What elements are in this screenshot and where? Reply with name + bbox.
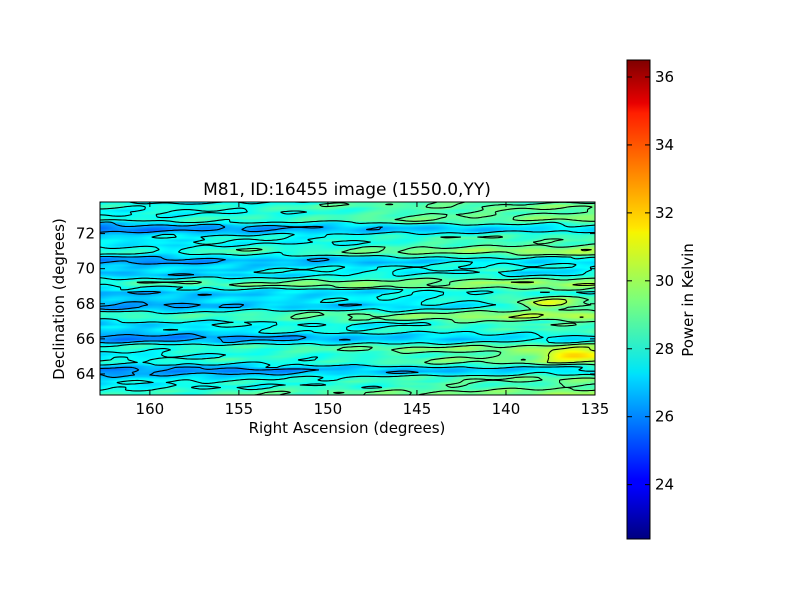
y-tick-label: 70 bbox=[76, 260, 95, 278]
colorbar-tick-label: 28 bbox=[655, 340, 674, 358]
y-tick-label: 64 bbox=[76, 365, 95, 383]
heatmap-plot: 160 155 150 145 140 135 64 66 68 70 72 bbox=[76, 201, 610, 418]
y-tick-label: 72 bbox=[76, 225, 95, 243]
colorbar-gradient bbox=[627, 60, 650, 539]
colorbar: 24 26 28 30 32 34 36 bbox=[626, 59, 674, 540]
colorbar-tick-label: 32 bbox=[655, 204, 674, 222]
y-axis-label: Declination (degrees) bbox=[50, 218, 68, 380]
plot-frame bbox=[99, 201, 596, 396]
chart-title: M81, ID:16455 image (1550.0,YY) bbox=[203, 180, 491, 200]
x-tick-label: 140 bbox=[492, 400, 521, 418]
contour-lines bbox=[100, 202, 595, 395]
x-axis-label: Right Ascension (degrees) bbox=[249, 419, 446, 437]
x-tick-label: 155 bbox=[225, 400, 254, 418]
x-tick-label: 135 bbox=[581, 400, 610, 418]
colorbar-tick-label: 24 bbox=[655, 476, 674, 494]
y-axis-ticks: 64 66 68 70 72 bbox=[76, 225, 595, 383]
x-tick-label: 145 bbox=[403, 400, 432, 418]
y-tick-label: 68 bbox=[76, 295, 95, 313]
colorbar-tick-label: 30 bbox=[655, 272, 674, 290]
x-tick-label: 150 bbox=[314, 400, 343, 418]
colorbar-frame bbox=[626, 59, 651, 540]
x-axis-ticks: 160 155 150 145 140 135 bbox=[136, 202, 610, 418]
colorbar-ticks: 24 26 28 30 32 34 36 bbox=[627, 68, 674, 494]
x-tick-label: 160 bbox=[136, 400, 165, 418]
colorbar-tick-label: 34 bbox=[655, 136, 674, 154]
colorbar-tick-label: 26 bbox=[655, 408, 674, 426]
colorbar-label: Power in Kelvin bbox=[679, 243, 697, 357]
colorbar-tick-label: 36 bbox=[655, 68, 674, 86]
y-tick-label: 66 bbox=[76, 330, 95, 348]
